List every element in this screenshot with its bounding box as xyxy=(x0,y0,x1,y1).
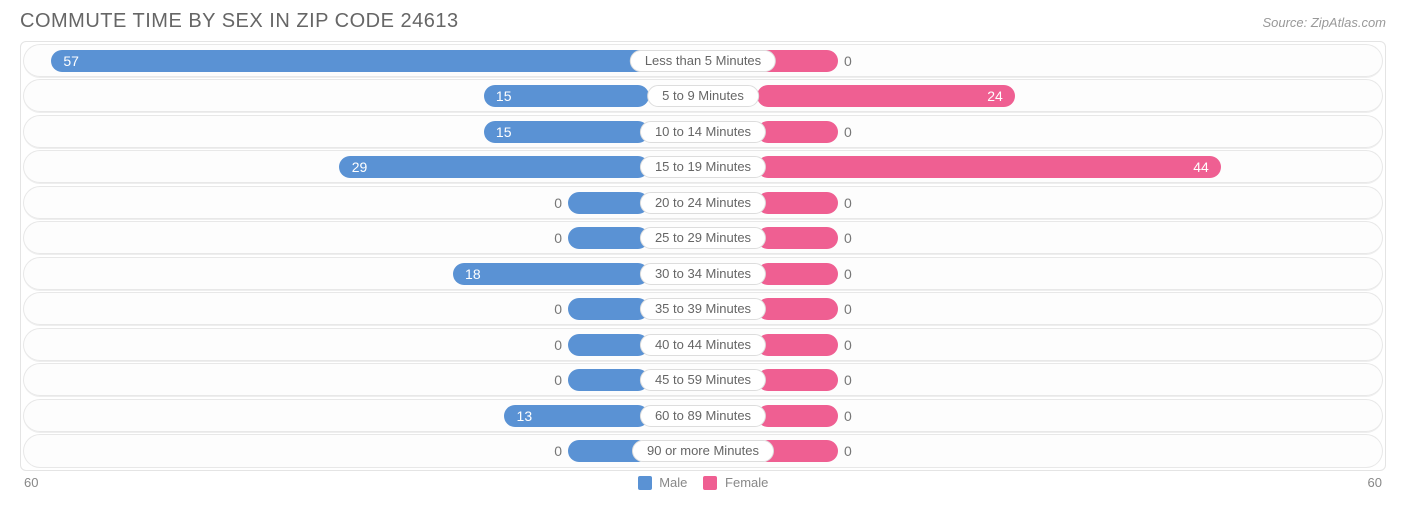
row-label: 15 to 19 Minutes xyxy=(640,156,766,178)
female-bar xyxy=(768,227,838,249)
male-value: 29 xyxy=(352,150,368,184)
female-bar xyxy=(768,440,838,462)
female-bar xyxy=(768,334,838,356)
male-bar xyxy=(568,192,638,214)
male-bar xyxy=(51,50,638,72)
male-value: 0 xyxy=(554,292,562,326)
female-value: 0 xyxy=(844,328,852,362)
male-bar xyxy=(568,334,638,356)
female-value: 0 xyxy=(844,115,852,149)
table-row: 35 to 39 Minutes 0 0 xyxy=(23,292,1383,326)
row-label: 10 to 14 Minutes xyxy=(640,121,766,143)
male-bar xyxy=(568,227,638,249)
table-row: 40 to 44 Minutes 0 0 xyxy=(23,328,1383,362)
row-label: 20 to 24 Minutes xyxy=(640,192,766,214)
female-value: 0 xyxy=(844,221,852,255)
female-value: 0 xyxy=(844,44,852,78)
row-label: 90 or more Minutes xyxy=(632,440,774,462)
female-bar xyxy=(768,405,838,427)
chart-title: Commute Time by Sex in Zip Code 24613 xyxy=(20,10,459,33)
legend: Male Female xyxy=(638,475,769,491)
table-row: 30 to 34 Minutes 18 0 xyxy=(23,257,1383,291)
legend-female: Female xyxy=(703,475,768,491)
female-bar xyxy=(768,298,838,320)
row-label: 60 to 89 Minutes xyxy=(640,405,766,427)
table-row: 45 to 59 Minutes 0 0 xyxy=(23,363,1383,397)
male-value: 13 xyxy=(517,399,533,433)
table-row: 20 to 24 Minutes 0 0 xyxy=(23,186,1383,220)
female-value: 0 xyxy=(844,434,852,468)
legend-male: Male xyxy=(638,475,688,491)
male-value: 0 xyxy=(554,186,562,220)
legend-male-label: Male xyxy=(659,475,687,490)
legend-female-label: Female xyxy=(725,475,768,490)
female-value: 0 xyxy=(844,257,852,291)
male-swatch xyxy=(638,476,652,490)
chart-header: Commute Time by Sex in Zip Code 24613 So… xyxy=(20,10,1386,41)
female-bar xyxy=(768,192,838,214)
row-label: 40 to 44 Minutes xyxy=(640,334,766,356)
female-bar xyxy=(768,121,838,143)
female-value: 0 xyxy=(844,186,852,220)
chart-source: Source: ZipAtlas.com xyxy=(1262,15,1386,30)
male-value: 15 xyxy=(496,115,512,149)
female-value: 0 xyxy=(844,399,852,433)
row-label: Less than 5 Minutes xyxy=(630,50,776,72)
row-label: 35 to 39 Minutes xyxy=(640,298,766,320)
table-row: 25 to 29 Minutes 0 0 xyxy=(23,221,1383,255)
male-value: 0 xyxy=(554,328,562,362)
male-value: 0 xyxy=(554,363,562,397)
female-swatch xyxy=(703,476,717,490)
table-row: 90 or more Minutes 0 0 xyxy=(23,434,1383,468)
row-label: 30 to 34 Minutes xyxy=(640,263,766,285)
male-bar xyxy=(568,298,638,320)
table-row: 60 to 89 Minutes 13 0 xyxy=(23,399,1383,433)
male-value: 18 xyxy=(465,257,481,291)
chart-rows: Less than 5 Minutes 57 0 5 to 9 Minutes 15 24… xyxy=(20,41,1386,471)
chart-footer: 60 Male Female 60 xyxy=(20,471,1386,491)
table-row: 15 to 19 Minutes 29 44 xyxy=(23,150,1383,184)
female-value: 44 xyxy=(1193,150,1209,184)
male-value: 57 xyxy=(63,44,79,78)
axis-max-left: 60 xyxy=(24,475,38,490)
table-row: 5 to 9 Minutes 15 24 xyxy=(23,79,1383,113)
male-value: 15 xyxy=(496,79,512,113)
table-row: 10 to 14 Minutes 15 0 xyxy=(23,115,1383,149)
male-bar xyxy=(339,156,638,178)
table-row: Less than 5 Minutes 57 0 xyxy=(23,44,1383,78)
female-value: 24 xyxy=(987,79,1003,113)
female-bar xyxy=(768,85,1015,107)
male-bar xyxy=(568,369,638,391)
male-value: 0 xyxy=(554,434,562,468)
female-bar xyxy=(768,369,838,391)
female-value: 0 xyxy=(844,292,852,326)
row-label: 45 to 59 Minutes xyxy=(640,369,766,391)
female-bar xyxy=(768,50,838,72)
female-bar xyxy=(768,263,838,285)
row-label: 25 to 29 Minutes xyxy=(640,227,766,249)
female-value: 0 xyxy=(844,363,852,397)
male-value: 0 xyxy=(554,221,562,255)
row-label: 5 to 9 Minutes xyxy=(647,85,759,107)
commute-chart: Commute Time by Sex in Zip Code 24613 So… xyxy=(0,0,1406,522)
axis-max-right: 60 xyxy=(1368,475,1382,490)
female-bar xyxy=(768,156,1221,178)
male-bar xyxy=(568,440,638,462)
